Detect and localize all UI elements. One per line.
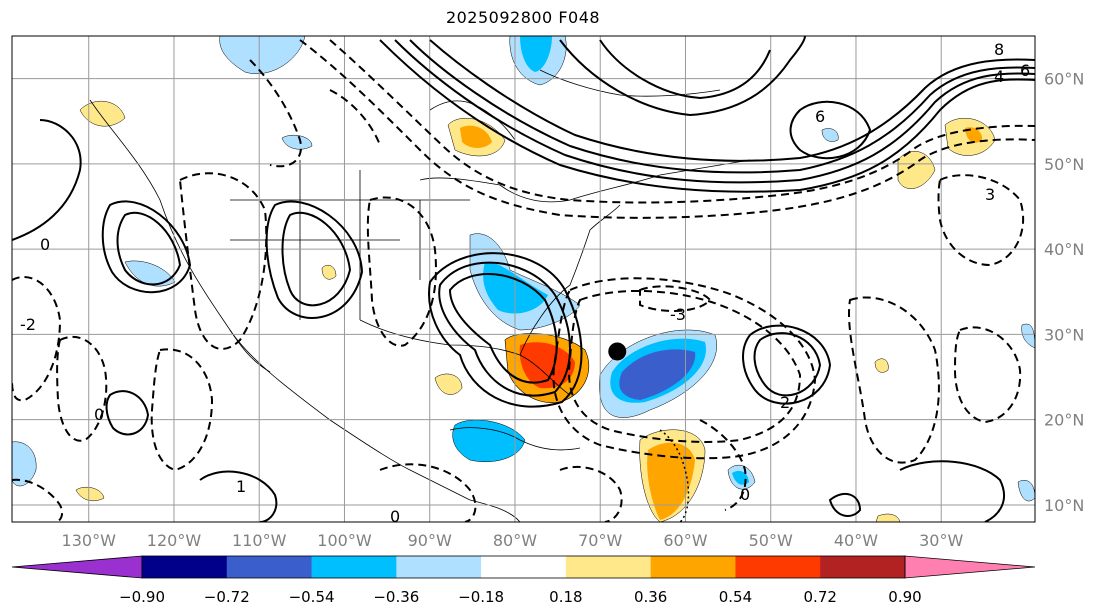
lon-tick-label: 80°W	[493, 531, 537, 550]
lat-tick-label: 20°N	[1044, 411, 1084, 430]
svg-text:-3: -3	[670, 305, 686, 324]
svg-text:0: 0	[390, 507, 400, 526]
colorbar-frame	[141, 555, 906, 579]
lon-tick-label: 110°W	[232, 531, 287, 550]
colorbar-tick-label: −0.90	[119, 588, 165, 606]
colorbar-segment	[311, 556, 397, 578]
lat-tick-label: 30°N	[1044, 325, 1084, 344]
storm-center-marker	[608, 342, 627, 361]
svg-text:0: 0	[740, 485, 750, 504]
lat-tick-label: 10°N	[1044, 496, 1084, 515]
contour-lines	[12, 36, 1035, 522]
svg-text:0: 0	[94, 405, 104, 424]
lat-lon-grid	[12, 36, 1035, 522]
map-frame	[11, 35, 1036, 523]
colorbar-segment	[650, 556, 736, 578]
colorbar-tick-label: −0.36	[373, 588, 419, 606]
colorbar	[11, 555, 1036, 579]
lat-tick-label: 60°N	[1044, 70, 1084, 89]
lon-tick-label: 40°W	[834, 531, 878, 550]
svg-text:6: 6	[815, 107, 825, 126]
svg-text:4: 4	[994, 67, 1004, 86]
colorbar-tick-label: −0.54	[289, 588, 335, 606]
colorbar-tick-label: −0.72	[204, 588, 250, 606]
lon-tick-label: 30°W	[919, 531, 963, 550]
contour-labels: 8 6 4 6 3 2 0 -3 -2 0 1 0 0	[20, 40, 1030, 526]
longitude-tick-labels: 130°W 120°W 110°W 100°W 90°W 80°W 70°W 60°W 50°W…	[62, 531, 964, 550]
latitude-tick-labels: 60°N 50°N 40°N 30°N 20°N 10°N	[1044, 70, 1084, 515]
lon-tick-label: 90°W	[408, 531, 452, 550]
colorbar-segment	[396, 556, 482, 578]
colorbar-tick-label: 0.36	[634, 588, 667, 606]
colorbar-tick-label: 0.54	[719, 588, 752, 606]
lon-tick-label: 50°W	[749, 531, 793, 550]
svg-text:1: 1	[236, 477, 246, 496]
colorbar-segment	[820, 556, 906, 578]
svg-text:-2: -2	[20, 315, 36, 334]
shade-cold-caribbean	[452, 419, 526, 463]
colorbar-tick-label: 0.90	[888, 588, 921, 606]
colorbar-segment	[481, 556, 567, 578]
colorbar-segment	[142, 556, 228, 578]
lat-tick-label: 40°N	[1044, 240, 1084, 259]
lon-tick-label: 100°W	[317, 531, 372, 550]
lon-tick-label: 70°W	[578, 531, 622, 550]
colorbar-tick-labels: −0.90 −0.72 −0.54 −0.36 −0.18 0.18 0.36 0.54 0.7…	[119, 588, 922, 606]
shaded-regions	[12, 36, 1035, 522]
colorbar-extend-min	[11, 555, 143, 579]
colorbar-segment	[565, 556, 652, 578]
map-title: 2025092800 F048	[445, 8, 601, 27]
colorbar-tick-label: 0.72	[804, 588, 837, 606]
colorbar-tick-label: 0.18	[549, 588, 582, 606]
svg-text:2: 2	[780, 393, 790, 412]
lon-tick-label: 130°W	[62, 531, 117, 550]
lon-tick-label: 120°W	[147, 531, 202, 550]
colorbar-segment	[226, 556, 313, 578]
colorbar-segment	[735, 556, 821, 578]
svg-text:3: 3	[985, 185, 995, 204]
svg-text:6: 6	[1020, 61, 1030, 80]
svg-text:8: 8	[994, 40, 1004, 59]
colorbar-extend-max	[904, 555, 1036, 579]
svg-text:0: 0	[40, 235, 50, 254]
colorbar-tick-label: −0.18	[458, 588, 504, 606]
lon-tick-label: 60°W	[663, 531, 707, 550]
lat-tick-label: 50°N	[1044, 155, 1084, 174]
